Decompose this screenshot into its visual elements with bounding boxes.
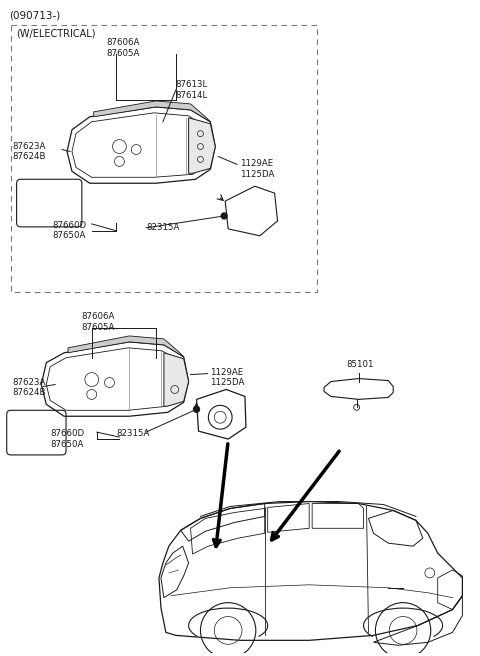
Text: 82315A: 82315A bbox=[146, 223, 180, 232]
Text: 1129AE
1125DA: 1129AE 1125DA bbox=[210, 367, 245, 387]
Text: (W/ELECTRICAL): (W/ELECTRICAL) bbox=[17, 29, 96, 39]
Bar bbox=[11, 24, 317, 293]
Text: 87613L
87614L: 87613L 87614L bbox=[176, 80, 208, 100]
Text: 1129AE
1125DA: 1129AE 1125DA bbox=[240, 159, 275, 179]
Text: 85101: 85101 bbox=[347, 359, 374, 369]
Text: 87606A
87605A: 87606A 87605A bbox=[107, 39, 140, 58]
Text: 87606A
87605A: 87606A 87605A bbox=[82, 312, 115, 331]
Text: 87623A
87624B: 87623A 87624B bbox=[12, 378, 46, 397]
Circle shape bbox=[221, 213, 227, 219]
Text: 87660D
87650A: 87660D 87650A bbox=[50, 429, 84, 449]
Text: 82315A: 82315A bbox=[117, 429, 150, 438]
Text: (090713-): (090713-) bbox=[9, 10, 60, 21]
Text: 87623A
87624B: 87623A 87624B bbox=[12, 142, 46, 161]
Polygon shape bbox=[94, 101, 210, 122]
Text: 87660D
87650A: 87660D 87650A bbox=[52, 221, 86, 240]
Polygon shape bbox=[189, 118, 216, 173]
Circle shape bbox=[193, 406, 200, 412]
Polygon shape bbox=[164, 353, 189, 406]
Polygon shape bbox=[68, 336, 184, 357]
